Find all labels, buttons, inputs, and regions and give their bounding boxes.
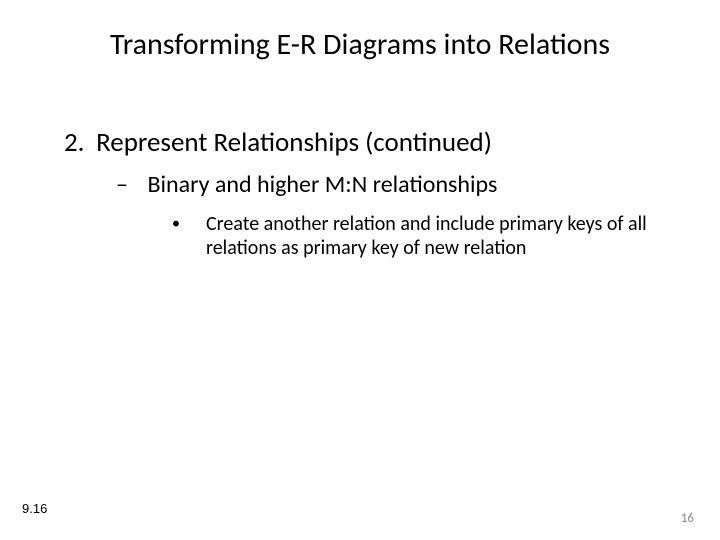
- outline-level-3-text: Create another relation and include prim…: [206, 212, 672, 260]
- bullet-marker: •: [172, 212, 206, 260]
- slide-title: Transforming E-R Diagrams into Relations: [0, 26, 720, 63]
- outline-level-2: – Binary and higher M:N relationships: [116, 170, 676, 199]
- dash-marker: –: [116, 170, 142, 199]
- footer-section-number: 9.16: [22, 501, 47, 516]
- outline-level-3: • Create another relation and include pr…: [172, 212, 672, 260]
- outline-number: 2.: [64, 126, 90, 159]
- outline-level-1: 2. Represent Relationships (continued): [64, 126, 664, 159]
- footer-page-number: 16: [681, 511, 694, 526]
- outline-level-2-text: Binary and higher M:N relationships: [147, 170, 497, 199]
- outline-level-1-text: Represent Relationships (continued): [96, 126, 492, 159]
- slide: Transforming E-R Diagrams into Relations…: [0, 0, 720, 540]
